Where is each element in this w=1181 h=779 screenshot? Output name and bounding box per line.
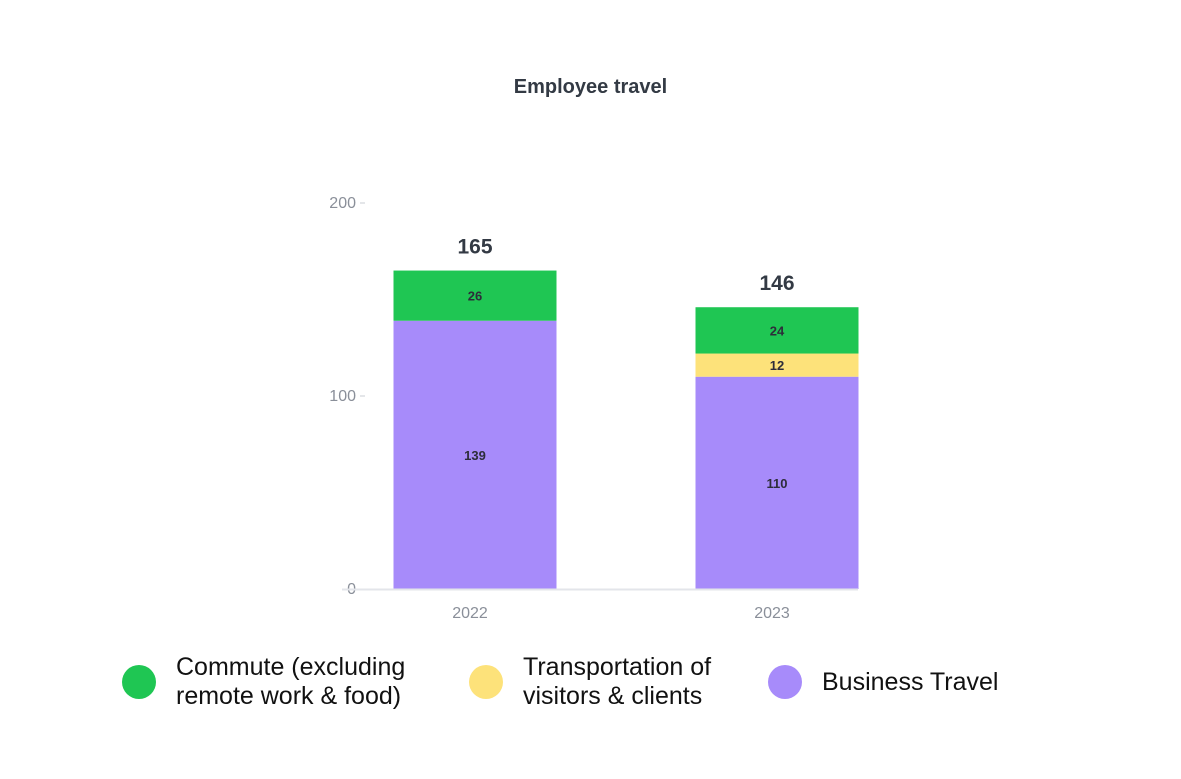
legend-item: Commute (excluding remote work & food) xyxy=(122,652,405,712)
legend-label: Transportation of visitors & clients xyxy=(523,653,711,711)
y-tick-label: 200 xyxy=(329,195,356,212)
legend-swatch xyxy=(469,665,503,699)
legend-swatch xyxy=(122,665,156,699)
bar-segment-value-label: 110 xyxy=(767,476,788,491)
legend-swatch xyxy=(768,665,802,699)
bar-stack-2023: 110 12 24 146 xyxy=(696,272,859,589)
bar-segment-value-label: 24 xyxy=(770,323,785,338)
bar-total-label: 165 xyxy=(457,236,492,259)
legend: Commute (excluding remote work & food) Tr… xyxy=(0,652,1181,722)
legend-item: Transportation of visitors & clients xyxy=(469,652,711,712)
x-axis: 2022 2023 xyxy=(452,605,790,622)
legend-label: Commute (excluding remote work & food) xyxy=(176,653,405,711)
bar-segment-value-label: 139 xyxy=(464,448,486,463)
x-tick-label: 2023 xyxy=(754,605,790,622)
bar-total-label: 146 xyxy=(759,272,794,295)
legend-item: Business Travel xyxy=(768,652,998,712)
x-tick-label: 2022 xyxy=(452,605,488,622)
bar-segment-value-label: 26 xyxy=(468,289,482,304)
bars-group: 139 26 165 110 12 24 146 xyxy=(394,236,859,589)
y-tick-label: 100 xyxy=(329,388,356,405)
legend-label: Business Travel xyxy=(822,668,998,697)
bar-stack-2022: 139 26 165 xyxy=(394,236,557,589)
bar-segment-value-label: 12 xyxy=(770,358,784,373)
